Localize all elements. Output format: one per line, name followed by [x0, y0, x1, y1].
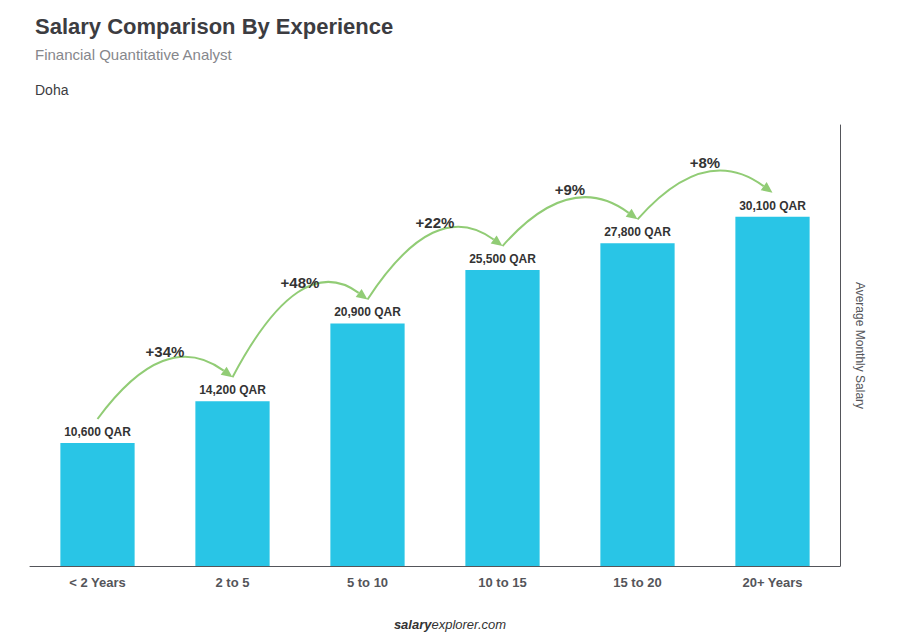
svg-text:25,500 QAR: 25,500 QAR	[469, 252, 536, 266]
svg-text:15 to 20: 15 to 20	[613, 575, 661, 590]
svg-text:5 to 10: 5 to 10	[347, 575, 388, 590]
svg-text:10,600 QAR: 10,600 QAR	[64, 425, 131, 439]
svg-text:Average Monthly Salary: Average Monthly Salary	[853, 282, 867, 409]
svg-text:+9%: +9%	[555, 181, 585, 198]
svg-text:+34%: +34%	[146, 343, 185, 360]
svg-text:+22%: +22%	[416, 214, 455, 231]
svg-text:salary: salary	[394, 617, 432, 632]
svg-text:14,200 QAR: 14,200 QAR	[199, 383, 266, 397]
svg-text:< 2 Years: < 2 Years	[69, 575, 126, 590]
svg-text:10 to 15: 10 to 15	[478, 575, 526, 590]
svg-text:30,100 QAR: 30,100 QAR	[739, 199, 806, 213]
svg-text:20+ Years: 20+ Years	[742, 575, 802, 590]
svg-text:Salary Comparison By Experienc: Salary Comparison By Experience	[35, 14, 393, 39]
svg-text:Financial Quantitative Analyst: Financial Quantitative Analyst	[35, 46, 233, 63]
svg-text:2 to 5: 2 to 5	[216, 575, 250, 590]
svg-text:+8%: +8%	[690, 154, 720, 171]
svg-text:+48%: +48%	[281, 274, 320, 291]
svg-text:Doha: Doha	[35, 82, 69, 98]
svg-text:27,800 QAR: 27,800 QAR	[604, 225, 671, 239]
svg-text:explorer.com: explorer.com	[431, 617, 506, 632]
svg-text:20,900 QAR: 20,900 QAR	[334, 305, 401, 319]
